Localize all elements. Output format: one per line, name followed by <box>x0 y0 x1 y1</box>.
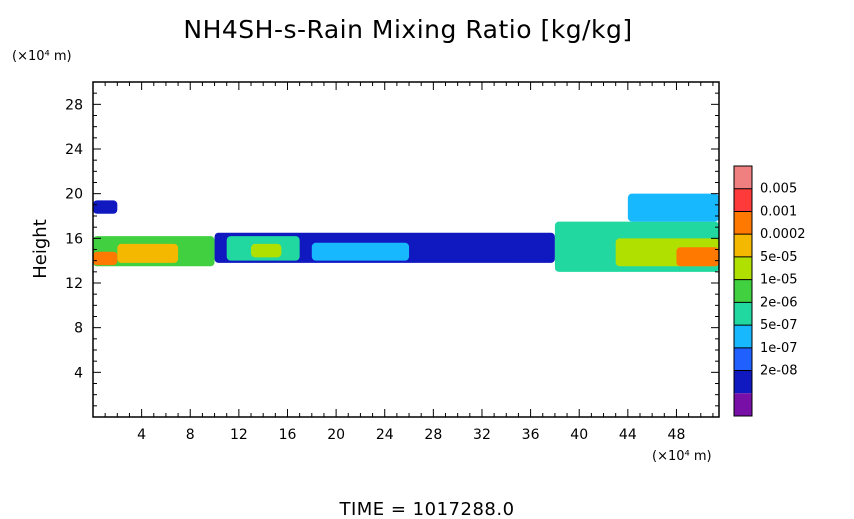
x-unit-label: (×10⁴ m) <box>652 449 712 464</box>
y-tick-label: 20 <box>65 187 83 203</box>
colorbar-label: 1e-07 <box>760 341 798 356</box>
data-region <box>93 200 118 214</box>
colorbar-label: 2e-06 <box>760 295 798 310</box>
colorbar-swatch <box>734 347 752 371</box>
data-region <box>117 243 179 263</box>
y-tick-label: 28 <box>65 97 83 113</box>
colorbar-swatch <box>734 211 752 235</box>
data-region <box>311 242 410 261</box>
x-tick-label: 12 <box>230 427 248 443</box>
colorbar: 0.005 0.001 0.0002 5e-05 1e-05 2e-06 5e-07 1e-0… <box>733 165 806 417</box>
time-label: TIME = 1017288.0 <box>338 499 514 519</box>
colorbar-label: 1e-05 <box>760 273 798 288</box>
data-region <box>676 247 719 267</box>
chart-title: NH4SH-s-Rain Mixing Ratio [kg/kg] <box>183 15 632 44</box>
colorbar-swatch <box>734 256 752 280</box>
x-tick-label: 36 <box>522 427 540 443</box>
x-tick-label: 8 <box>186 427 195 443</box>
colorbar-label: 0.005 <box>760 182 797 197</box>
colorbar-swatch <box>734 234 752 257</box>
y-unit-label: (×10⁴ m) <box>12 49 72 64</box>
x-tick-label: 24 <box>376 427 394 443</box>
colorbar-swatch <box>734 302 752 326</box>
colorbar-label: 0.0002 <box>760 227 806 242</box>
x-tick-label: 40 <box>570 427 588 443</box>
x-tick-label: 16 <box>279 427 297 443</box>
colorbar-frame <box>733 165 753 417</box>
data-region <box>251 243 282 258</box>
y-tick-label: 24 <box>65 142 83 158</box>
x-axis: 4 8 12 16 20 24 28 32 36 40 44 48 <box>104 82 714 443</box>
x-tick-label: 44 <box>619 427 637 443</box>
colorbar-label: 2e-08 <box>760 364 798 379</box>
colorbar-swatch <box>734 370 752 394</box>
y-tick-label: 16 <box>65 231 83 247</box>
colorbar-swatch <box>734 325 752 348</box>
y-axis-label: Height <box>30 219 51 279</box>
plot-area <box>93 82 719 417</box>
data-region <box>93 251 118 266</box>
y-tick-label: 8 <box>74 321 83 337</box>
colorbar-swatch <box>734 393 752 416</box>
colorbar-label: 5e-05 <box>760 250 798 265</box>
x-tick-label: 4 <box>137 427 146 443</box>
colorbar-swatch <box>734 188 752 212</box>
colorbar-swatch <box>734 166 752 189</box>
colorbar-swatch <box>734 279 752 303</box>
x-tick-label: 28 <box>424 427 442 443</box>
x-tick-label: 20 <box>327 427 345 443</box>
x-tick-label: 48 <box>668 427 686 443</box>
data-regions <box>93 193 719 272</box>
x-tick-label: 32 <box>473 427 491 443</box>
colorbar-label: 5e-07 <box>760 318 798 333</box>
y-axis: 4 8 12 16 20 24 28 <box>65 92 719 407</box>
colorbar-label: 0.001 <box>760 204 797 219</box>
y-tick-label: 4 <box>74 365 83 381</box>
data-region <box>627 193 719 222</box>
y-tick-label: 12 <box>65 276 83 292</box>
